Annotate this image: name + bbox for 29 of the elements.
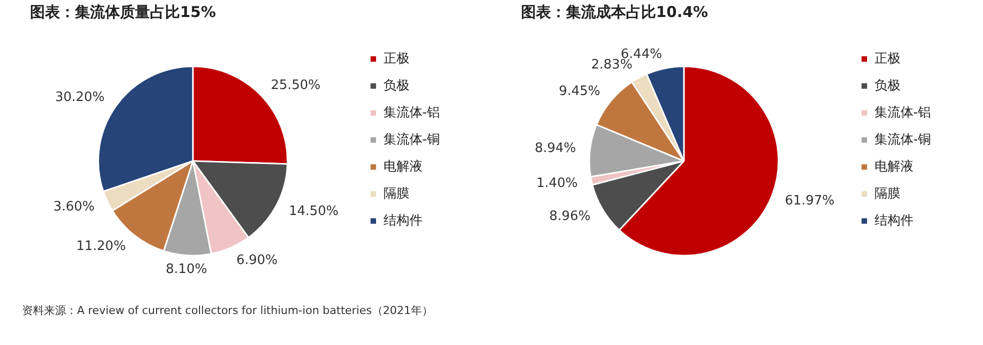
legend-label: 隔膜	[383, 186, 410, 202]
data-label: 14.50%	[288, 204, 338, 220]
text: 资料来源：A review of current collectors for lithium-ion batteries（2021年）	[22, 303, 434, 319]
chart-title: 图表：集流成本占比10.4%	[521, 2, 708, 21]
legend-label: 集流体-铜	[874, 131, 932, 148]
legend-label: 集流体-铝	[383, 104, 440, 120]
legend-label: 正极	[383, 51, 410, 66]
legend-label: 隔膜	[874, 186, 900, 202]
legend-label: 电解液	[383, 159, 422, 174]
data-label: 8.96%	[549, 208, 591, 224]
data-label: 11.20%	[76, 238, 126, 254]
data-label: 25.50%	[270, 78, 320, 93]
data-label: 9.45%	[558, 84, 600, 100]
data-label: 8.94%	[534, 141, 576, 156]
legend-label: 结构件	[874, 213, 914, 228]
data-label: 6.90%	[236, 252, 278, 268]
legend-label: 负极	[874, 78, 900, 94]
legend-label: 结构件	[383, 213, 422, 228]
chart-title: 图表：集流体质量占比15%	[30, 2, 216, 21]
legend-label: 电解液	[874, 159, 914, 174]
data-label: 61.97%	[784, 193, 834, 208]
data-label: 1.40%	[536, 176, 578, 192]
legend-label: 集流体-铜	[383, 131, 440, 148]
data-label: 30.20%	[55, 90, 105, 106]
data-label: 8.10%	[166, 262, 208, 277]
legend-label: 集流体-铝	[874, 104, 932, 120]
legend-label: 负极	[383, 78, 410, 94]
data-label: 3.60%	[53, 200, 95, 215]
legend-label: 正极	[874, 51, 900, 66]
